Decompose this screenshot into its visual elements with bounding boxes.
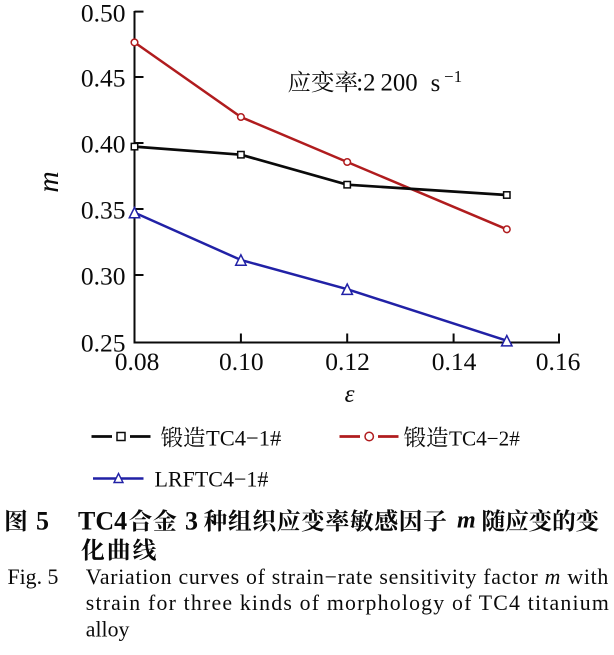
- svg-text:0.12: 0.12: [325, 347, 370, 376]
- svg-text:strain for three kinds of morp: strain for three kinds of morphology of …: [86, 591, 609, 615]
- svg-text:0.16: 0.16: [536, 347, 581, 376]
- svg-text:Variation curves of strain−rat: Variation curves of strain−rate sensitiv…: [86, 565, 609, 589]
- svg-text:TC4: TC4: [78, 507, 127, 536]
- svg-text:m: m: [33, 171, 65, 192]
- svg-text:0.25: 0.25: [81, 328, 126, 357]
- svg-text:LRFTC4−1#: LRFTC4−1#: [155, 467, 269, 492]
- svg-text:0.35: 0.35: [81, 196, 126, 225]
- svg-text:TC4−2#: TC4−2#: [449, 427, 520, 451]
- svg-text:ε: ε: [345, 381, 355, 408]
- svg-text:0.40: 0.40: [81, 130, 126, 159]
- svg-text:m: m: [457, 508, 476, 534]
- svg-text:Fig. 5: Fig. 5: [8, 565, 59, 589]
- svg-text:0.45: 0.45: [81, 64, 126, 93]
- svg-text:s: s: [431, 70, 441, 97]
- svg-text:TC4−1#: TC4−1#: [206, 426, 281, 451]
- svg-text:0.08: 0.08: [115, 347, 160, 376]
- svg-text:0.50: 0.50: [81, 0, 126, 27]
- svg-text:0.14: 0.14: [432, 347, 477, 376]
- svg-text:alloy: alloy: [86, 618, 130, 642]
- svg-text:3: 3: [185, 507, 198, 536]
- svg-text:0.30: 0.30: [81, 262, 126, 291]
- svg-text:−1: −1: [444, 67, 462, 86]
- svg-text::2 200: :2 200: [356, 70, 417, 97]
- svg-text:5: 5: [36, 507, 49, 536]
- svg-text:0.10: 0.10: [219, 347, 264, 376]
